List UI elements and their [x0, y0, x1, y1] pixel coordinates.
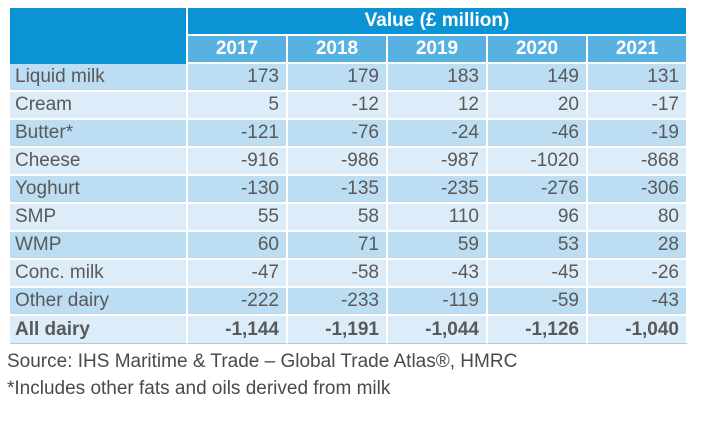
- value-cell: -868: [588, 148, 688, 176]
- row-label: Cheese: [10, 148, 188, 176]
- value-cell: 58: [288, 204, 388, 232]
- value-cell: -276: [488, 176, 588, 204]
- table-row: Yoghurt -130 -135 -235 -276 -306: [10, 176, 688, 204]
- value-cell: -26: [588, 260, 688, 288]
- table-title: Value (£ million): [188, 8, 688, 36]
- value-cell: -1,144: [188, 316, 288, 344]
- value-cell: -1,126: [488, 316, 588, 344]
- year-header-2020: 2020: [488, 36, 588, 64]
- value-cell: -46: [488, 120, 588, 148]
- row-label: All dairy: [10, 316, 188, 344]
- value-cell: -58: [288, 260, 388, 288]
- value-cell: 55: [188, 204, 288, 232]
- value-cell: -121: [188, 120, 288, 148]
- value-cell: 59: [388, 232, 488, 260]
- value-cell: -24: [388, 120, 488, 148]
- value-cell: -47: [188, 260, 288, 288]
- value-cell: -76: [288, 120, 388, 148]
- year-header-row: 2017 2018 2019 2020 2021: [10, 36, 688, 64]
- row-label: Liquid milk: [10, 64, 188, 92]
- table-row: Conc. milk -47 -58 -43 -45 -26: [10, 260, 688, 288]
- table-row: Butter* -121 -76 -24 -46 -19: [10, 120, 688, 148]
- title-row: Value (£ million): [10, 8, 688, 64]
- table-row: Cream 5 -12 12 20 -17: [10, 92, 688, 120]
- value-cell: -916: [188, 148, 288, 176]
- value-cell: 12: [388, 92, 488, 120]
- value-cell: -222: [188, 288, 288, 316]
- value-cell: -987: [388, 148, 488, 176]
- table-row: SMP 55 58 110 96 80: [10, 204, 688, 232]
- table-row: Cheese -916 -986 -987 -1020 -868: [10, 148, 688, 176]
- value-cell: -12: [288, 92, 388, 120]
- value-cell: 183: [388, 64, 488, 92]
- value-cell: 5: [188, 92, 288, 120]
- row-label: Butter*: [10, 120, 188, 148]
- dairy-trade-value-table-wrap: Value (£ million) 2017 2018 2019 2020 2021 L…: [10, 8, 688, 344]
- value-cell: -1,191: [288, 316, 388, 344]
- value-cell: 149: [488, 64, 588, 92]
- row-label: Cream: [10, 92, 188, 120]
- table-footer: Source: IHS Maritime & Trade – Global Tr…: [7, 348, 517, 402]
- value-cell: -43: [388, 260, 488, 288]
- value-cell: -235: [388, 176, 488, 204]
- table-row: Other dairy -222 -233 -119 -59 -43: [10, 288, 688, 316]
- value-cell: -1020: [488, 148, 588, 176]
- value-cell: 96: [488, 204, 588, 232]
- source-text: Source: IHS Maritime & Trade – Global Tr…: [7, 351, 518, 372]
- value-cell: -119: [388, 288, 488, 316]
- value-cell: -986: [288, 148, 388, 176]
- year-header-2017: 2017: [188, 36, 288, 64]
- value-cell: -130: [188, 176, 288, 204]
- value-cell: -1,044: [388, 316, 488, 344]
- value-cell: 80: [588, 204, 688, 232]
- value-cell: 60: [188, 232, 288, 260]
- table-row: Liquid milk 173 179 183 149 131: [10, 64, 688, 92]
- value-cell: 71: [288, 232, 388, 260]
- year-header-2021: 2021: [588, 36, 688, 64]
- value-cell: -45: [488, 260, 588, 288]
- value-cell: -306: [588, 176, 688, 204]
- value-cell: 179: [288, 64, 388, 92]
- value-cell: 173: [188, 64, 288, 92]
- row-label: WMP: [10, 232, 188, 260]
- table-row: WMP 60 71 59 53 28: [10, 232, 688, 260]
- value-cell: 20: [488, 92, 588, 120]
- value-cell: -17: [588, 92, 688, 120]
- value-cell: 28: [588, 232, 688, 260]
- dairy-trade-value-table: Value (£ million) 2017 2018 2019 2020 2021 L…: [10, 8, 688, 344]
- value-cell: -19: [588, 120, 688, 148]
- value-cell: 53: [488, 232, 588, 260]
- row-label: SMP: [10, 204, 188, 232]
- row-label: Conc. milk: [10, 260, 188, 288]
- value-cell: 131: [588, 64, 688, 92]
- value-cell: -135: [288, 176, 388, 204]
- value-cell: -59: [488, 288, 588, 316]
- value-cell: -43: [588, 288, 688, 316]
- year-header-2019: 2019: [388, 36, 488, 64]
- row-label: Yoghurt: [10, 176, 188, 204]
- corner-cell: [10, 8, 188, 64]
- year-header-2018: 2018: [288, 36, 388, 64]
- table-row: All dairy -1,144 -1,191 -1,044 -1,126 -1,040: [10, 316, 688, 344]
- footnote-text: *Includes other fats and oils derived fr…: [7, 378, 391, 399]
- row-label: Other dairy: [10, 288, 188, 316]
- value-cell: 110: [388, 204, 488, 232]
- value-cell: -233: [288, 288, 388, 316]
- value-cell: -1,040: [588, 316, 688, 344]
